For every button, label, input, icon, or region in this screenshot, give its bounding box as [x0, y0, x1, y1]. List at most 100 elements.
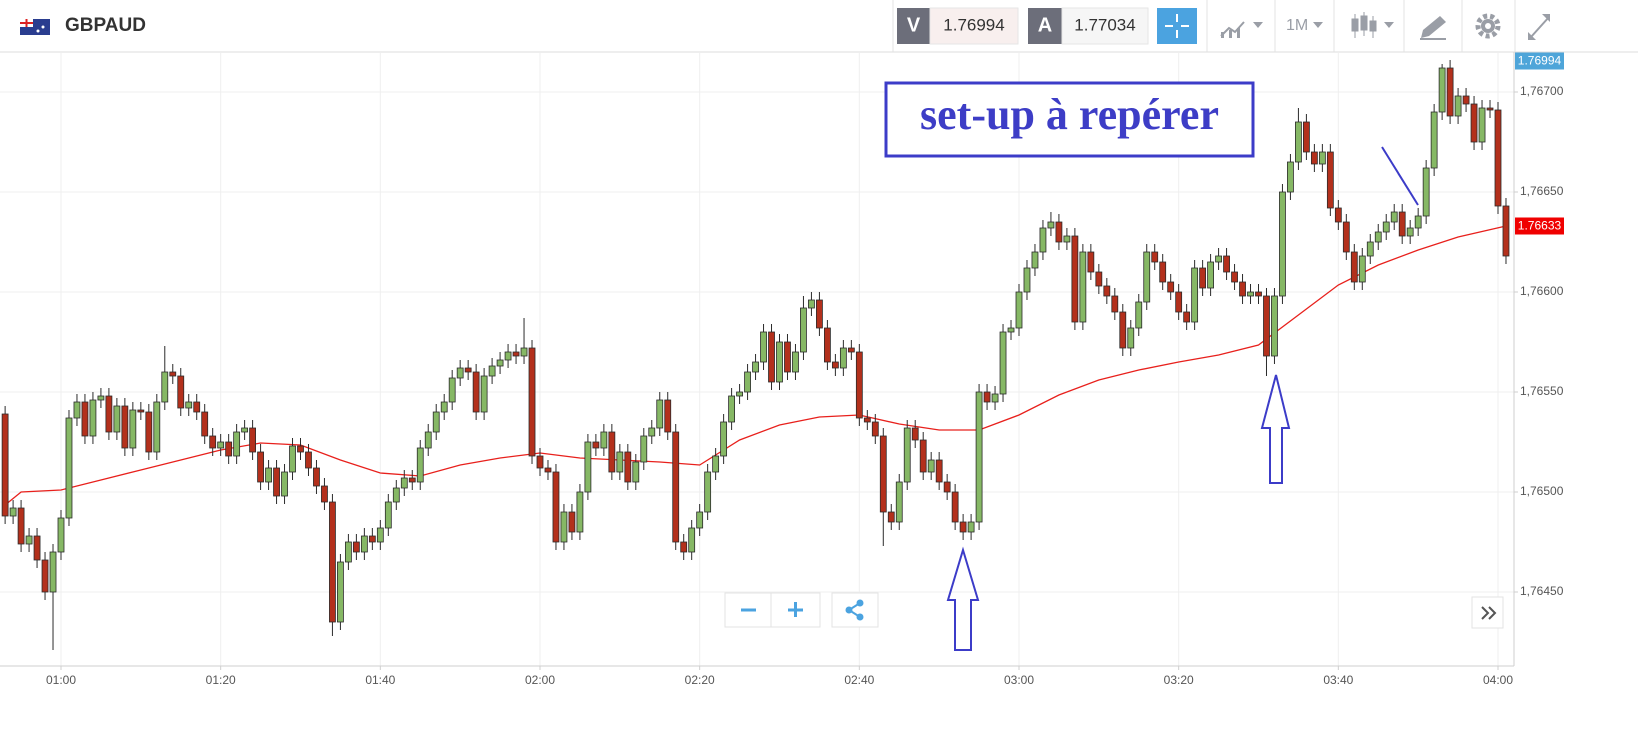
x-tick-label: 01:00 [46, 673, 76, 687]
y-tick-label: 1,76600 [1520, 284, 1564, 298]
candle-body [911, 427, 919, 441]
scroll-to-end-button[interactable] [1471, 596, 1504, 629]
chart-type-button[interactable] [1351, 12, 1394, 38]
candle-body [480, 375, 488, 413]
ask-button[interactable] [1028, 8, 1062, 44]
candle-body [1350, 251, 1358, 283]
candle-body [1239, 281, 1246, 297]
candle-body [552, 471, 560, 543]
candle-body [472, 371, 480, 413]
candle-body [49, 551, 57, 593]
candle-body [776, 341, 783, 383]
price-tag [1515, 52, 1564, 70]
candle-body [265, 467, 272, 483]
crosshair-button[interactable] [1157, 8, 1197, 44]
annotation-box [884, 81, 1255, 158]
grid [0, 52, 1514, 666]
candle-body [137, 409, 145, 413]
candle-body [1279, 191, 1286, 297]
candle-body [584, 441, 592, 493]
timeframe-caret[interactable] [1313, 22, 1323, 28]
candle-body [1414, 215, 1422, 229]
candle-body [1263, 295, 1270, 357]
candle-body [863, 417, 871, 423]
draw-button[interactable] [1420, 16, 1446, 40]
candle-body [392, 487, 400, 503]
zoom-out-button[interactable] [724, 592, 772, 628]
candle-body [1135, 301, 1143, 329]
candle-body [512, 351, 520, 357]
bid-label[interactable]: V [907, 14, 921, 36]
candle-body [847, 347, 855, 353]
candle-body [1031, 251, 1039, 269]
candle-body [1295, 121, 1302, 163]
candle-body [1079, 251, 1087, 323]
candle-body [416, 447, 424, 483]
x-tick-label: 02:20 [685, 673, 715, 687]
candle-body [376, 527, 384, 543]
candle-body [129, 409, 137, 449]
candle-body [1151, 251, 1159, 263]
candle-body [360, 535, 368, 553]
candle-body [297, 445, 304, 453]
x-tick-label: 03:40 [1323, 673, 1353, 687]
candle-body [448, 377, 456, 403]
candle-body [871, 421, 879, 437]
candle-body [1023, 267, 1031, 293]
candle-body [792, 351, 799, 373]
candle-body [544, 467, 552, 473]
candle-body [632, 461, 640, 483]
bid-box[interactable] [929, 7, 1019, 45]
candle-body [1366, 241, 1374, 257]
candle-body [1446, 67, 1454, 117]
bid-button[interactable] [897, 8, 930, 44]
candle-body [1422, 167, 1430, 217]
candle-body [400, 477, 408, 489]
zoom-in-button[interactable] [770, 592, 821, 628]
bid-price[interactable]: 1.76994 [943, 15, 1004, 34]
candle-body [1143, 251, 1151, 303]
price-tag [1515, 217, 1564, 235]
candle-body [999, 331, 1007, 395]
indicator-button[interactable] [1220, 21, 1263, 38]
candle-body [808, 299, 815, 309]
candle-body [1047, 221, 1055, 229]
candle-body [1247, 291, 1254, 297]
candle-body [1063, 235, 1071, 243]
x-tick-label: 01:20 [206, 673, 236, 687]
candle-body [967, 521, 975, 533]
ask-label[interactable]: A [1038, 14, 1052, 36]
arrow [1260, 374, 1291, 484]
fullscreen-button[interactable] [1528, 14, 1550, 40]
candle-body [1119, 311, 1127, 349]
candle-body [1007, 327, 1015, 333]
ask-price[interactable]: 1.77034 [1074, 15, 1135, 34]
candle-body [504, 351, 512, 361]
share-button[interactable] [831, 592, 879, 628]
candle-body [576, 491, 584, 533]
candle-body [1111, 295, 1119, 313]
candle-body [608, 431, 616, 473]
settings-button[interactable] [1475, 13, 1501, 39]
candle-body [1358, 255, 1366, 283]
candle-body [33, 535, 41, 561]
timeframe[interactable]: 1M [1286, 17, 1308, 34]
candle-body [895, 481, 903, 523]
x-tick-label: 03:20 [1164, 673, 1194, 687]
candle-body [656, 399, 664, 429]
candle-body [816, 299, 823, 329]
candle-body [648, 427, 656, 437]
x-tick-label: 03:00 [1004, 673, 1034, 687]
candle-body [736, 391, 743, 397]
candle-body [329, 501, 336, 623]
candle-body [496, 359, 504, 367]
candle-body [1287, 161, 1294, 193]
candle-body [712, 455, 720, 473]
candle-body [73, 401, 81, 419]
candle-body [241, 427, 249, 433]
candle-body [1398, 211, 1406, 237]
ask-box[interactable] [1061, 7, 1149, 45]
candle-body [1454, 95, 1462, 117]
candle-body [9, 507, 17, 517]
candle-body [887, 511, 895, 523]
